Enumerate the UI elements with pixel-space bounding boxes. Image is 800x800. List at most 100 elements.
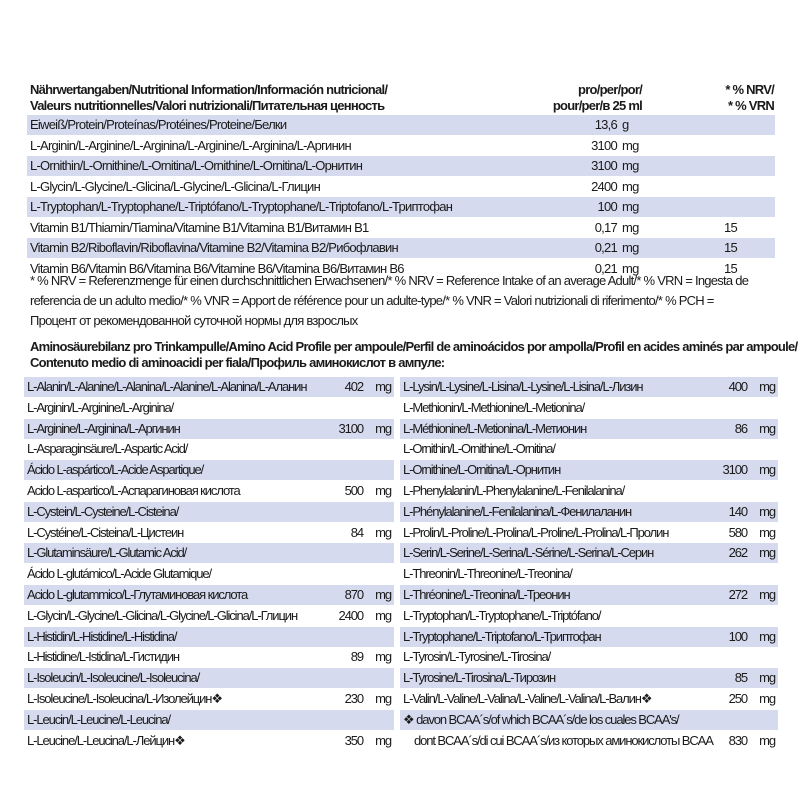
row-unit: mg — [759, 587, 776, 602]
row-value: 85 — [734, 670, 748, 686]
row-value: 0,21 — [594, 240, 618, 255]
amino-acid-row: ❖ davon BCAA´s/of which BCAA´s/de los cu… — [400, 709, 778, 730]
row-value: 2400 — [591, 178, 618, 194]
row-unit: mg — [375, 420, 392, 436]
amino-acid-row: L-Histidin/L-Histidine/L-Histidina/ — [24, 626, 394, 647]
row-unit: mg — [375, 691, 392, 706]
nutrient-row: L-Tryptophan/L-Tryptophane/L-Triptófano/… — [27, 197, 775, 217]
amino-title-line: Aminosäurebilanz pro Trinkampulle/Amino … — [30, 339, 798, 354]
amino-acid-row: L-Prolin/L-Proline/L-Prolina/L-Proline/L… — [400, 523, 778, 543]
row-value: 402 — [344, 379, 365, 394]
row-value: 3100 — [591, 137, 618, 153]
amino-acid-row: L-Leucin/L-Leucine/L-Leucina/ — [24, 709, 394, 730]
nutrition-header-nrv: * % NRV/ * % VRN — [725, 82, 774, 114]
amino-acid-row: Acido L-glutammico/L-Глутаминовая кислот… — [24, 585, 394, 605]
amino-acid-row: L-Histidine/L-Istidina/L-Гистидин 89 mg — [24, 647, 394, 667]
row-unit: mg — [375, 607, 392, 623]
row-name: L-Methionin/L-Methionine/L-Metionina/ — [403, 399, 585, 415]
amino-acid-row: L-Isoleucin/L-Isoleucine/L-Isoleucina/ — [24, 668, 394, 689]
row-unit: mg — [759, 670, 776, 686]
row-value: 250 — [728, 691, 749, 706]
row-unit: mg — [759, 462, 776, 478]
footnote-line: * % NRV = Referenzmenge für einen durchs… — [30, 273, 749, 288]
row-name: ❖ davon BCAA´s/of which BCAA´s/de los cu… — [403, 711, 680, 727]
amino-acid-row: L-Arginin/L-Arginine/L-Arginina/ — [24, 398, 394, 418]
row-unit: mg — [375, 649, 392, 665]
row-name: L-Isoleucin/L-Isoleucine/L-Isoleucina/ — [27, 670, 200, 686]
row-value: 262 — [728, 545, 749, 561]
row-unit: mg — [375, 483, 392, 498]
row-unit: mg — [622, 158, 639, 173]
row-name: L-Alanin/L-Alanine/L-Alanina/L-Alanine/L… — [27, 379, 308, 394]
amino-acid-row: L-Threonin/L-Threonine/L-Treonina/ — [400, 564, 778, 584]
row-name: L-Ornithin/L-Ornithine/L-Ornitina/ — [403, 441, 556, 457]
row-value: 3100 — [338, 420, 364, 436]
row-value: 0,17 — [594, 219, 618, 235]
amino-acid-row: L-Valin/L-Valine/L-Valina/L-Valine/L-Val… — [400, 689, 778, 709]
header-nrv-line: * % VRN — [727, 98, 775, 113]
header-left-line: Valeurs nutritionnelles/Valori nutrizion… — [30, 98, 385, 113]
amino-acid-row: L-Isoleucine/L-Isoleucina/L-Изолейцин❖ 23… — [24, 689, 394, 709]
row-unit: mg — [375, 379, 392, 394]
row-unit: mg — [759, 691, 776, 706]
amino-acid-row: L-Phenylalanin/L-Phenylalanine/L-Fenilal… — [400, 481, 778, 501]
row-name: L-Histidin/L-Histidine/L-Histidina/ — [27, 628, 177, 644]
row-unit: mg — [375, 587, 392, 602]
nutrition-header-serving: pro/per/por/ pour/per/в 25 ml — [552, 82, 643, 114]
row-name: L-Asparaginsäure/L-Aspartic Acid/ — [27, 441, 188, 457]
amino-acid-row: L-Lysin/L-Lysine/L-Lisina/L-Lysine/L-Lis… — [400, 377, 778, 397]
amino-acid-row: L-Serin/L-Serine/L-Serina/L-Sérine/L-Ser… — [400, 543, 778, 564]
header-serving-line: pour/per/в 25 ml — [552, 98, 643, 113]
row-value: 230 — [344, 691, 365, 706]
row-value: 830 — [728, 732, 749, 748]
row-name: L-Leucin/L-Leucine/L-Leucina/ — [27, 711, 171, 727]
amino-acid-row: L-Thréonine/L-Treonina/L-Треонин 272 mg — [400, 585, 778, 605]
row-nrv: 15 — [724, 260, 738, 276]
row-unit: mg — [759, 379, 776, 394]
row-value: 400 — [728, 379, 749, 394]
amino-table-left: L-Alanin/L-Alanine/L-Alanina/L-Alanine/L… — [24, 377, 394, 752]
row-value: 0,21 — [594, 260, 618, 276]
row-value: 84 — [350, 524, 364, 540]
header-left-line: Nährwertangaben/Nutritional Information/… — [30, 82, 388, 97]
amino-acid-row: L-Tryptophan/L-Tryptophane/L-Triptófano/ — [400, 606, 778, 626]
row-name: L-Tryptophane/L-Triptofano/L-Триптофан — [403, 628, 602, 644]
row-value: 272 — [728, 587, 749, 602]
amino-acid-row: L-Tyrosin/L-Tyrosine/L-Tirosina/ — [400, 647, 778, 667]
amino-title-line: Contenuto medio di aminoacidi per fiala/… — [30, 355, 445, 370]
amino-acid-row: L-Methionin/L-Methionine/L-Metionina/ — [400, 398, 778, 418]
row-value: 100 — [597, 199, 618, 214]
amino-table-right: L-Lysin/L-Lysine/L-Lisina/L-Lysine/L-Lis… — [400, 377, 778, 752]
row-value: 580 — [728, 524, 749, 540]
row-value: 870 — [344, 587, 365, 602]
amino-acid-row: L-Tryptophane/L-Triptofano/L-Триптофан 10… — [400, 626, 778, 647]
footnote-line: Процент от рекомендованной суточной норм… — [30, 313, 358, 328]
amino-acid-row: L-Alanin/L-Alanine/L-Alanina/L-Alanine/L… — [24, 377, 394, 397]
row-name: L-Glycin/L-Glycine/L-Glicina/L-Glycine/L… — [27, 607, 298, 623]
row-name: L-Arginine/L-Arginina/L-Аргинин — [27, 420, 181, 436]
row-value: 350 — [344, 732, 365, 748]
row-unit: mg — [375, 732, 392, 748]
nutrition-header-left: Nährwertangaben/Nutritional Information/… — [30, 82, 388, 114]
row-name: L-Ornithine/L-Ornitina/L-Орнитин — [403, 462, 561, 478]
row-value: 2400 — [338, 607, 364, 623]
row-unit: g — [622, 117, 629, 132]
row-name: L-Tryptophan/L-Tryptophane/L-Triptófano/… — [30, 199, 453, 214]
row-name: L-Serin/L-Serine/L-Serina/L-Sérine/L-Ser… — [403, 545, 654, 561]
row-name: L-Valin/L-Valine/L-Valina/L-Valine/L-Val… — [403, 691, 653, 706]
nutrient-row: Vitamin B2/Riboflavin/Riboflavina/Vitami… — [27, 238, 775, 258]
row-value: 140 — [728, 503, 749, 519]
row-name: L-Ornithin/L-Ornithine/L-Ornitina/L-Orni… — [30, 158, 363, 173]
row-name: L-Cystéine/L-Cisteina/L-Цистеин — [27, 524, 184, 540]
row-name: L-Glycin/L-Glycine/L-Glicina/L-Glycine/L… — [30, 178, 321, 194]
row-unit: mg — [622, 178, 639, 194]
row-unit: mg — [622, 260, 639, 276]
row-name: Vitamin B6/Vitamin B6/Vitamina B6/Vitami… — [30, 260, 404, 276]
amino-acid-row: L-Leucine/L-Leucina/L-Лейцин❖ 350 mg — [24, 731, 394, 751]
row-unit: mg — [759, 524, 776, 540]
amino-acid-row: L-Méthionine/L-Metionina/L-Метионин 86 mg — [400, 418, 778, 439]
row-name: Ácido L-aspártico/L-Acide Aspartique/ — [27, 462, 204, 478]
amino-acid-row: L-Ornithin/L-Ornithine/L-Ornitina/ — [400, 439, 778, 459]
row-unit: mg — [759, 545, 776, 561]
amino-acid-row: L-Glycin/L-Glycine/L-Glicina/L-Glycine/L… — [24, 606, 394, 626]
